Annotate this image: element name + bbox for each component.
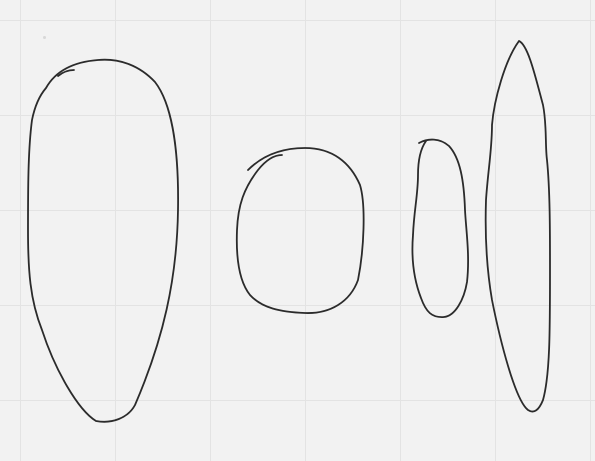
thin-ellipse-stroke[interactable] — [486, 41, 550, 412]
small-oval-stroke[interactable] — [412, 140, 468, 318]
tall-oval-stroke[interactable] — [28, 60, 178, 422]
circle-stroke[interactable] — [237, 148, 364, 313]
